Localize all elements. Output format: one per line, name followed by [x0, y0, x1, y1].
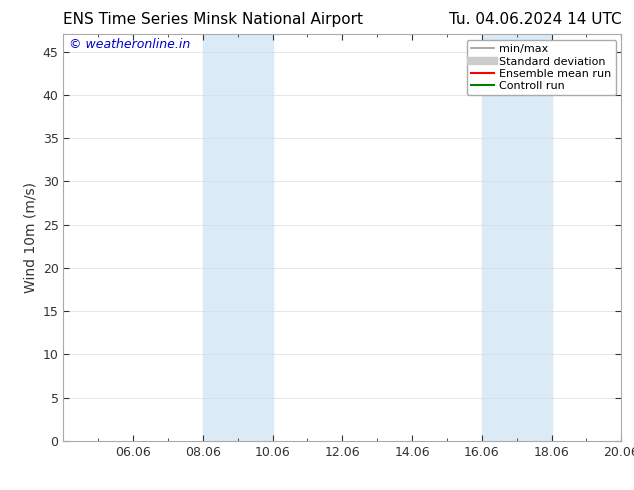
Text: ENS Time Series Minsk National Airport: ENS Time Series Minsk National Airport [63, 12, 363, 27]
Bar [203, 34, 273, 441]
Text: Tu. 04.06.2024 14 UTC: Tu. 04.06.2024 14 UTC [449, 12, 621, 27]
Y-axis label: Wind 10m (m/s): Wind 10m (m/s) [23, 182, 37, 293]
Legend: min/max, Standard deviation, Ensemble mean run, Controll run: min/max, Standard deviation, Ensemble me… [467, 40, 616, 96]
Text: © weatheronline.in: © weatheronline.in [69, 38, 190, 51]
Bar [482, 34, 552, 441]
